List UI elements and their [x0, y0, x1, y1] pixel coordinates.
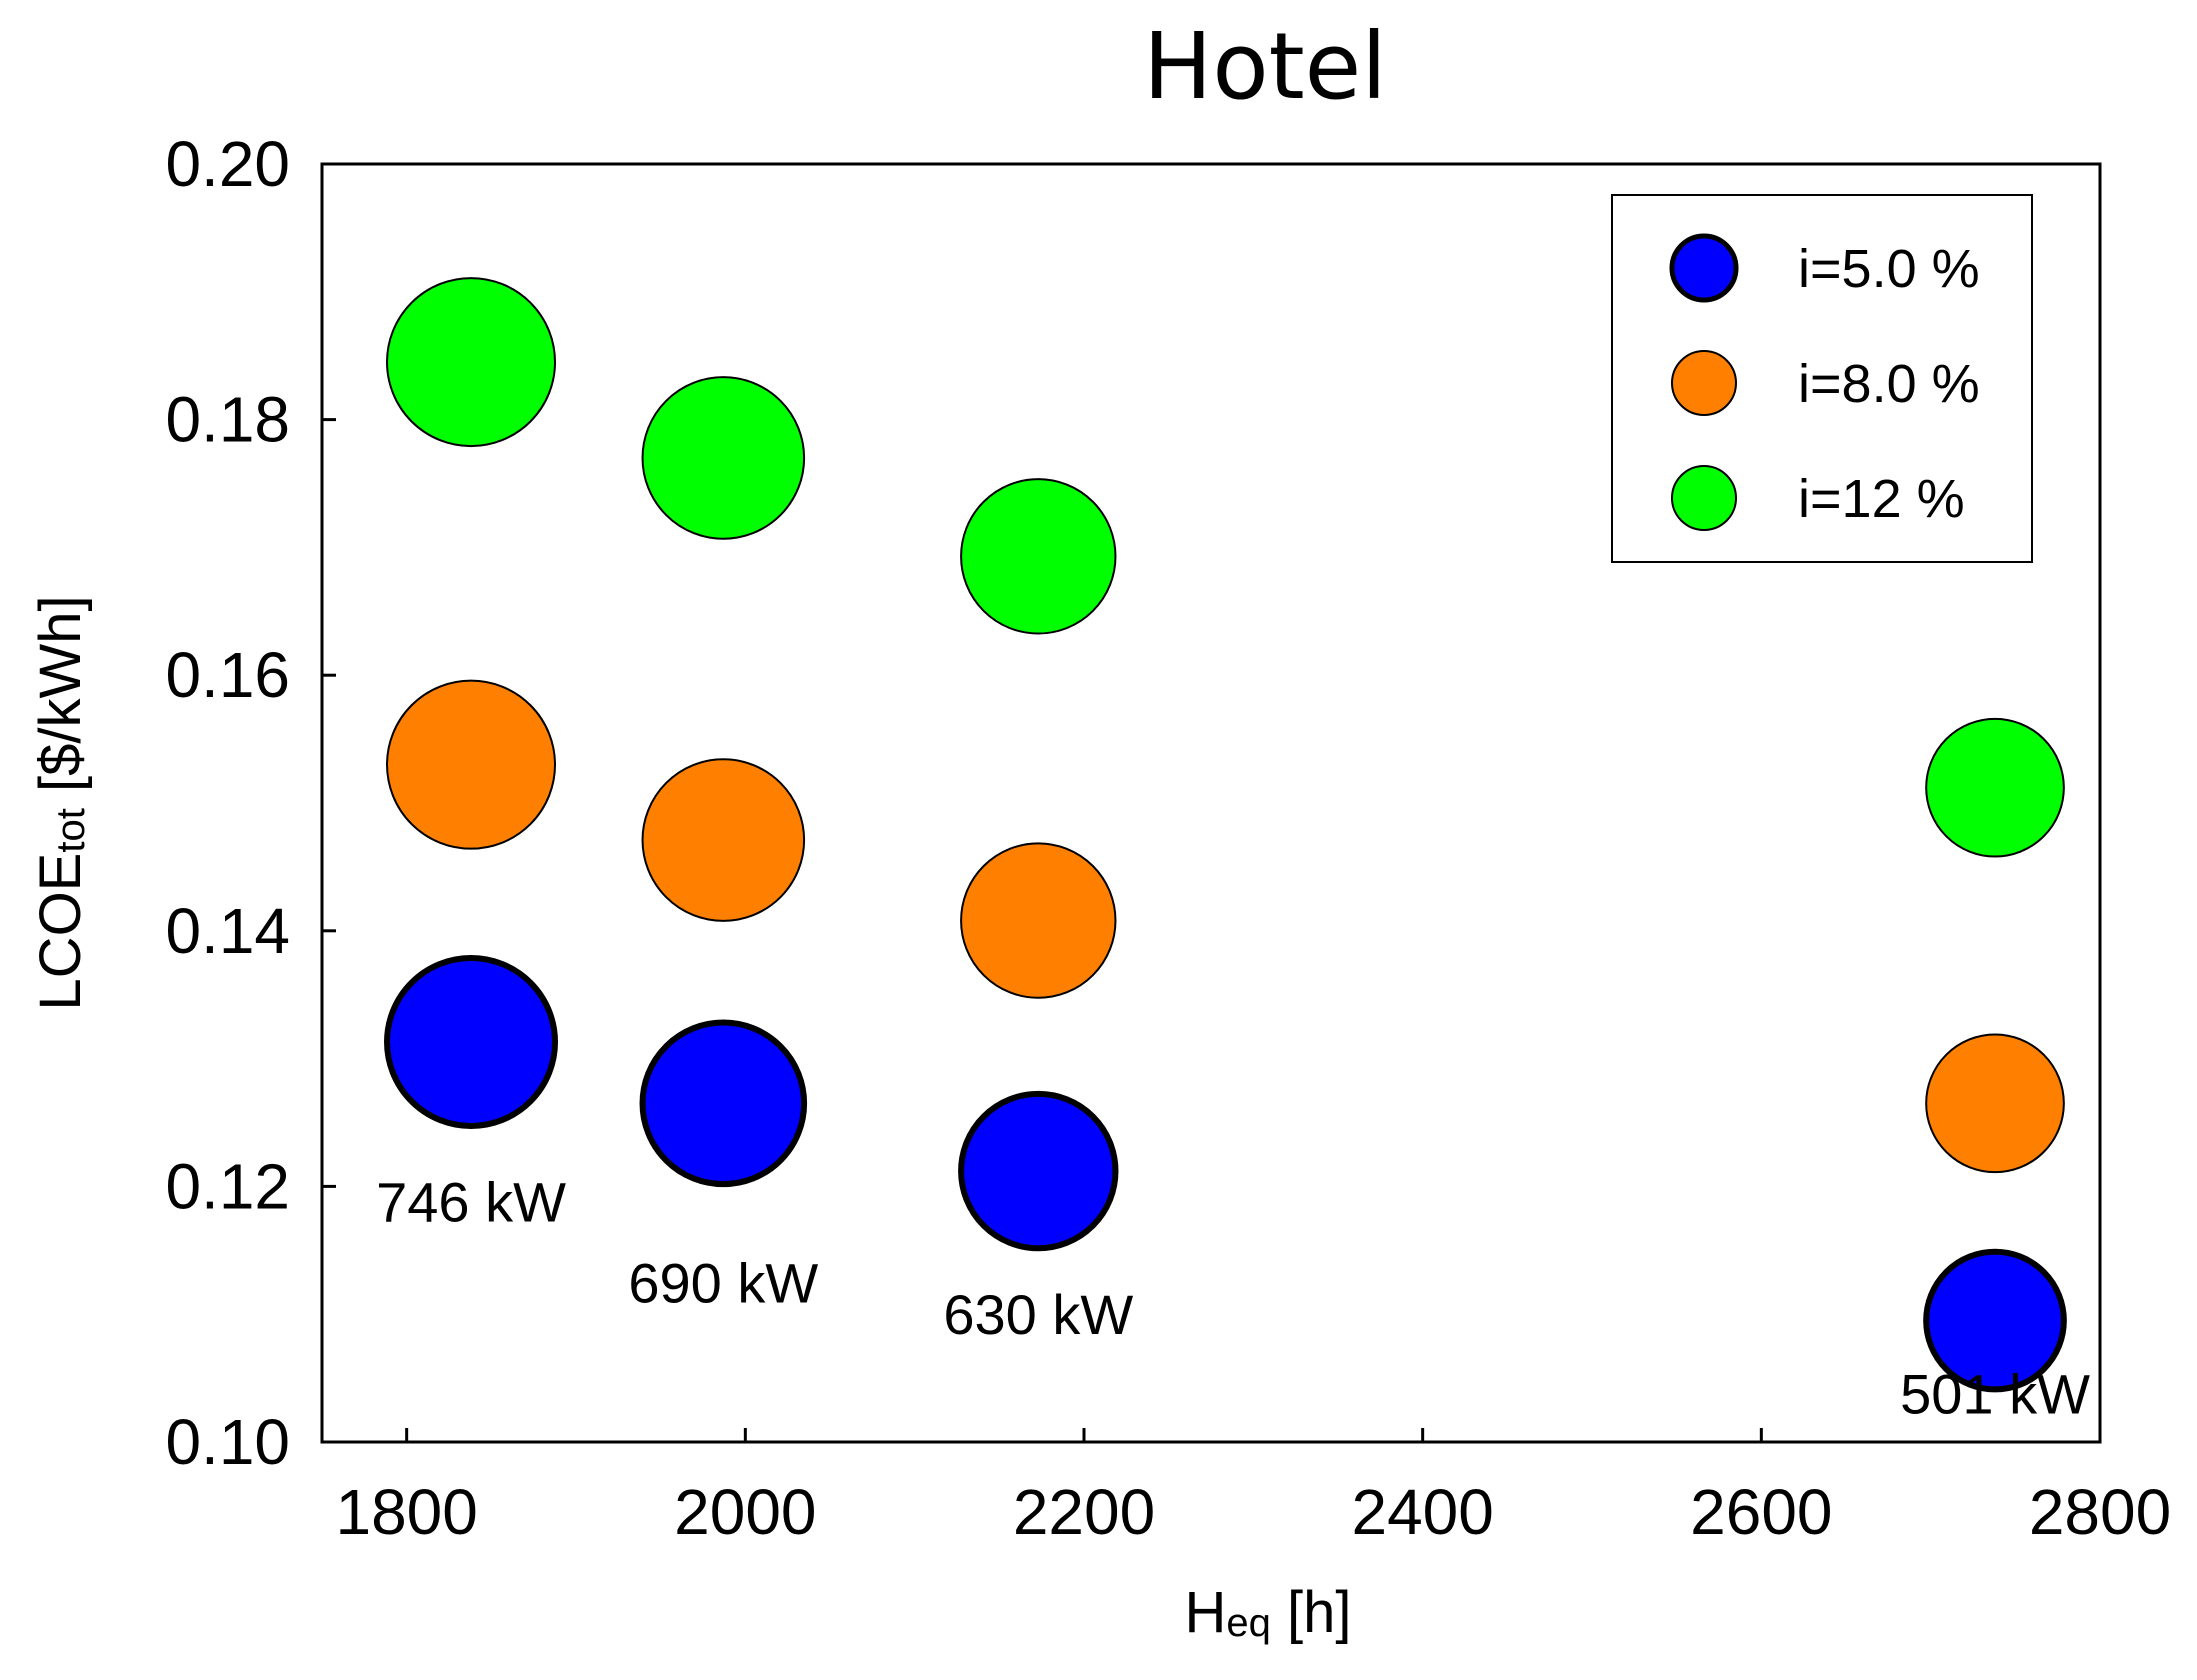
y-tick-label: 0.16: [165, 639, 290, 711]
data-point: [386, 679, 557, 850]
x-axis-label: Heq [h]: [1185, 1580, 1352, 1645]
data-point: [386, 277, 557, 448]
size-annotation: 630 kW: [943, 1283, 1133, 1346]
y-tick-label: 0.12: [165, 1150, 290, 1222]
annotations: 746 kW 690 kW 630 kW 501 kW: [376, 1171, 2090, 1426]
data-point: [641, 758, 806, 922]
plot-frame: [320, 162, 2102, 1444]
x-tick-label: 2000: [674, 1476, 816, 1548]
x-axis: 1800 2000 2200 2400 2600 2800: [335, 1428, 2171, 1548]
legend-marker: [1671, 350, 1737, 416]
data-point: [960, 478, 1117, 635]
y-axis-label-subscript: tot: [49, 808, 93, 852]
data-points: [384, 277, 2067, 1393]
x-axis-label-subscript: eq: [1226, 1601, 1271, 1645]
x-axis-label-main: H: [1185, 1580, 1227, 1645]
y-axis: 0.10 0.12 0.14 0.16 0.18 0.20: [165, 128, 336, 1478]
x-tick-label: 2400: [1351, 1476, 1493, 1548]
legend-marker: [1671, 465, 1737, 531]
legend-label: i=8.0 %: [1798, 354, 1980, 414]
data-point: [958, 1090, 1119, 1252]
y-axis-label: LCOEtot [$/kWh]: [28, 595, 93, 1010]
data-point: [960, 842, 1117, 999]
data-point: [1925, 717, 2065, 858]
legend-marker: [1669, 233, 1739, 303]
size-annotation: 501 kW: [1900, 1362, 2090, 1425]
size-annotation: 746 kW: [376, 1171, 566, 1234]
x-tick-label: 2600: [1690, 1476, 1832, 1548]
data-point: [384, 954, 559, 1129]
legend-label: i=5.0 %: [1798, 239, 1980, 299]
y-axis-label-main: LCOE: [28, 853, 93, 1011]
y-axis-label-rest: [$/kWh]: [28, 595, 93, 808]
data-point: [1923, 1248, 2067, 1393]
data-point: [641, 376, 806, 540]
x-tick-label: 2800: [2029, 1476, 2171, 1548]
x-axis-label-rest: [h]: [1271, 1580, 1352, 1645]
y-tick-label: 0.14: [165, 895, 290, 967]
y-tick-label: 0.20: [165, 128, 290, 200]
y-tick-label: 0.18: [165, 384, 290, 456]
y-tick-label: 0.10: [165, 1406, 290, 1478]
legend: i=5.0 % i=8.0 % i=12 %: [1611, 194, 2033, 563]
data-point: [1925, 1033, 2065, 1174]
data-point: [639, 1019, 808, 1188]
x-tick-label: 1800: [335, 1476, 477, 1548]
legend-label: i=12 %: [1798, 469, 1965, 529]
x-tick-label: 2200: [1013, 1476, 1155, 1548]
size-annotation: 690 kW: [628, 1251, 818, 1314]
chart-title: Hotel: [1143, 13, 1387, 120]
